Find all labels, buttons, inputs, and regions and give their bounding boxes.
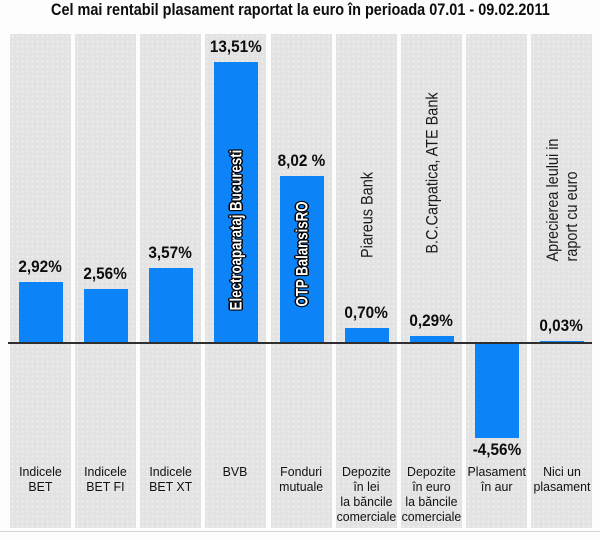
category-label-text: Depozite în lei la băncile comerciale bbox=[336, 464, 397, 524]
bar-value-text: 0,70% bbox=[344, 303, 389, 322]
bar bbox=[279, 176, 324, 342]
bar bbox=[344, 328, 389, 342]
category-label: BVB bbox=[195, 464, 276, 479]
category-label: Indicele BET FI bbox=[65, 464, 146, 494]
bar-value-text: -4,56% bbox=[472, 440, 521, 459]
bar-value-text: 13,51% bbox=[209, 37, 262, 56]
bar-value-text: 0,29% bbox=[409, 311, 454, 330]
bar bbox=[18, 282, 63, 342]
bar-value-text: 3,57% bbox=[148, 243, 193, 262]
column-background bbox=[401, 34, 462, 528]
bar-value-label: 0,03% bbox=[502, 317, 600, 335]
category-label-text: Nici un plasament bbox=[532, 464, 590, 494]
category-label-text: BVB bbox=[223, 464, 248, 479]
bar-inner-label: OTP BalansisRO bbox=[292, 201, 311, 307]
column-background bbox=[75, 34, 136, 528]
column-vertical-label: Piareus Bank bbox=[357, 172, 376, 258]
bar bbox=[83, 289, 128, 342]
bar-value-label: 2,56% bbox=[46, 265, 166, 283]
bar-value-text: 2,56% bbox=[83, 264, 128, 283]
column-background bbox=[336, 34, 397, 528]
bar bbox=[474, 344, 519, 438]
column-background bbox=[466, 34, 527, 528]
bar-value-label: 13,51% bbox=[176, 38, 296, 56]
category-label: Indicele BET bbox=[0, 464, 81, 494]
category-label: Nici un plasament bbox=[521, 464, 600, 494]
category-label-text: Indicele BET FI bbox=[84, 464, 127, 494]
bar-value-label: 0,70% bbox=[307, 304, 427, 322]
category-label: Fonduri mutuale bbox=[261, 464, 342, 494]
x-axis-line bbox=[8, 342, 592, 344]
bar bbox=[148, 268, 193, 342]
bar-value-label: 2,92% bbox=[0, 258, 101, 276]
column-vertical-label: Aprecierea leului in raport cu euro bbox=[542, 138, 581, 262]
category-label: Indicele BET XT bbox=[130, 464, 211, 494]
category-label: Depozite în euro la băncile comerciale bbox=[391, 464, 472, 524]
bar bbox=[539, 341, 584, 342]
bar bbox=[213, 62, 258, 342]
chart-title-text: Cel mai rentabil plasament raportat la e… bbox=[50, 0, 550, 19]
bar-value-label: 8,02 % bbox=[242, 152, 362, 170]
column-background bbox=[10, 34, 71, 528]
chart-title: Cel mai rentabil plasament raportat la e… bbox=[0, 0, 600, 20]
column-vertical-label: B.C.Carpatica, ATE Bank bbox=[422, 92, 441, 254]
category-label-text: Depozite în euro la băncile comerciale bbox=[401, 464, 462, 524]
bottom-divider-line bbox=[0, 531, 600, 532]
bar-value-text: 2,92% bbox=[18, 257, 63, 276]
category-label-text: Plasament în aur bbox=[467, 464, 526, 494]
category-label-text: Indicele BET bbox=[19, 464, 62, 494]
bar-value-label: 3,57% bbox=[111, 244, 231, 262]
bar-value-label: 0,29% bbox=[372, 312, 492, 330]
category-label-text: Indicele BET XT bbox=[148, 464, 193, 494]
bar-value-text: 8,02 % bbox=[277, 151, 326, 170]
column-background bbox=[531, 34, 592, 528]
category-label: Plasament în aur bbox=[456, 464, 537, 494]
bar-value-text: 0,03% bbox=[539, 316, 584, 335]
bar-value-label: -4,56% bbox=[437, 441, 557, 459]
bar-inner-label: Electroaparataj Bucuresti bbox=[226, 149, 245, 311]
category-label: Depozite în lei la băncile comerciale bbox=[326, 464, 407, 524]
bar bbox=[409, 336, 454, 342]
category-label-text: Fonduri mutuale bbox=[279, 464, 324, 494]
